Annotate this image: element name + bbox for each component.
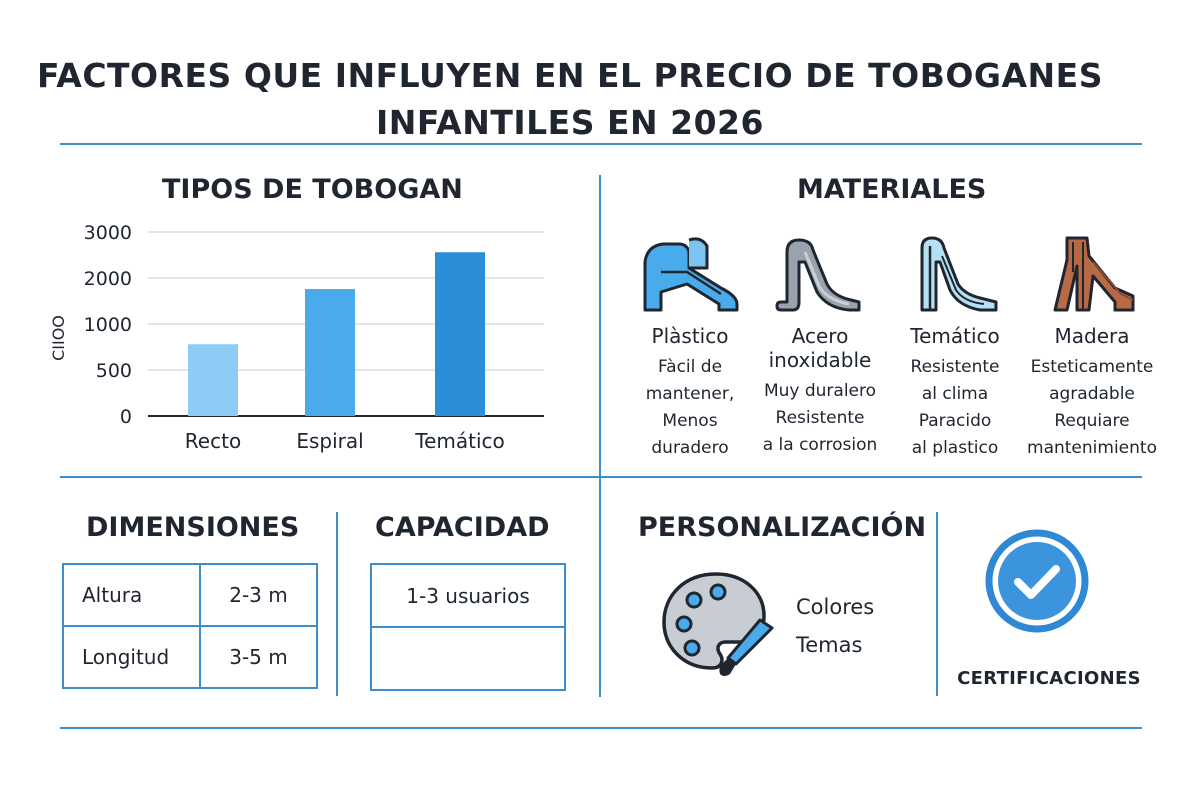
divider-top <box>60 143 1142 145</box>
x-category-label: Espiral <box>296 429 363 453</box>
material-name: Madera <box>1054 324 1130 348</box>
divider-middle <box>60 476 1142 478</box>
y-tick-label: 500 <box>96 360 132 382</box>
themed-slide-icon <box>920 236 998 312</box>
capacity-empty-cell <box>370 626 566 691</box>
y-tick-label: 3000 <box>84 222 132 244</box>
material-desc: Esteticamente agradable Requiare manteni… <box>1027 357 1157 458</box>
section-title-personalization: PERSONALIZACIÓN <box>638 512 927 543</box>
y-axis-label: CIIOO <box>50 315 68 361</box>
dimension-label: Altura <box>62 563 201 627</box>
material-name: Temático <box>910 324 1000 348</box>
material-plastic: Plàstico Fàcil de mantener, Menos durade… <box>615 232 765 462</box>
personalization-list: Colores Temas <box>796 588 874 664</box>
table-row: Altura 2-3 m <box>62 563 318 627</box>
check-badge-icon <box>985 529 1089 633</box>
palette-icon <box>662 572 774 676</box>
dimensions-table: Altura 2-3 m Longitud 3-5 m <box>62 563 318 689</box>
section-title-materials: MATERIALES <box>797 174 987 205</box>
dimension-label: Longitud <box>62 625 201 689</box>
section-title-types: TIPOS DE TOBOGAN <box>162 174 463 205</box>
material-themed: Temático Resistente al clima Paracido al… <box>880 232 1030 462</box>
material-desc: Resistente al clima Paracido al plastico <box>910 357 1000 458</box>
section-title-capacity: CAPACIDAD <box>375 512 550 543</box>
personalization-item: Temas <box>796 633 863 657</box>
divider-vertical-upper <box>599 175 601 697</box>
slide-types-bar-chart: 0 500 1000 2000 3000 Recto Espiral Temático CI… <box>50 222 544 453</box>
section-title-dimensions: DIMENSIONES <box>86 512 300 543</box>
steel-slide-icon <box>775 238 861 312</box>
certifications-label: CERTIFICACIONES <box>957 668 1141 689</box>
dimension-value: 2-3 m <box>199 563 318 627</box>
material-wood: Madera Esteticamente agradable Requiare … <box>1017 232 1167 462</box>
material-desc: Fàcil de mantener, Menos duradero <box>645 357 735 458</box>
wood-slide-icon <box>1053 236 1135 312</box>
divider-dims-capacity <box>336 512 338 696</box>
dimension-value: 3-5 m <box>199 625 318 689</box>
material-steel: Acero inoxidable Muy duralero Resistente… <box>745 232 895 459</box>
y-tick-label: 1000 <box>84 314 132 336</box>
x-category-label: Recto <box>185 429 241 453</box>
y-tick-label: 2000 <box>84 268 132 290</box>
y-tick-label: 0 <box>120 406 132 428</box>
x-category-label: Temático <box>414 429 505 453</box>
table-row <box>370 626 566 691</box>
divider-pers-cert <box>936 512 938 696</box>
bar-3 <box>435 252 485 416</box>
divider-bottom <box>60 727 1142 729</box>
plastic-slide-icon <box>643 237 739 312</box>
material-desc: Muy duralero Resistente a la corrosion <box>762 381 878 455</box>
table-row: 1-3 usuarios <box>370 563 566 628</box>
personalization-item: Colores <box>796 595 875 619</box>
material-name: Plàstico <box>651 324 729 348</box>
title-line-1: FACTORES QUE INFLUYEN EN EL PRECIO DE TO… <box>37 56 1103 95</box>
capacity-value: 1-3 usuarios <box>370 563 566 628</box>
capacity-table: 1-3 usuarios <box>370 563 566 691</box>
bar-1 <box>188 344 238 416</box>
page-title: FACTORES QUE INFLUYEN EN EL PRECIO DE TO… <box>0 52 1140 146</box>
table-row: Longitud 3-5 m <box>62 625 318 689</box>
title-line-2: INFANTILES EN 2026 <box>376 103 764 142</box>
material-name: Acero inoxidable <box>768 324 872 372</box>
bar-2 <box>305 289 355 416</box>
